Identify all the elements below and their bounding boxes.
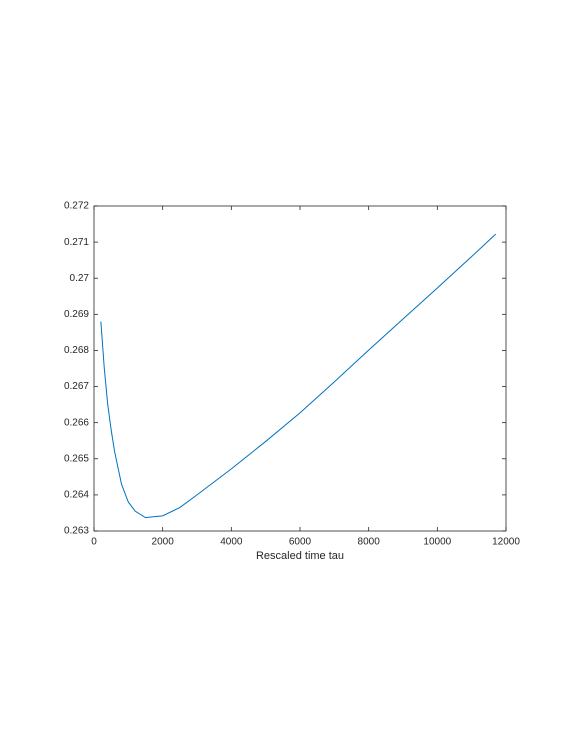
y-tick-label: 0.264 — [64, 490, 89, 501]
x-tick-label: 10000 — [423, 537, 451, 548]
x-tick-label: 4000 — [220, 537, 243, 548]
y-tick-label: 0.271 — [64, 237, 89, 248]
y-tick-label: 0.269 — [64, 309, 89, 320]
x-tick-label: 6000 — [289, 537, 312, 548]
y-tick-label: 0.27 — [70, 273, 90, 284]
y-tick-label: 0.268 — [64, 345, 89, 356]
x-axis-label: Rescaled time tau — [256, 550, 344, 562]
x-tick-label: 8000 — [358, 537, 381, 548]
y-tick-label: 0.263 — [64, 526, 89, 537]
y-tick-label: 0.272 — [64, 201, 89, 212]
y-tick-label: 0.266 — [64, 417, 89, 428]
x-tick-label: 0 — [91, 537, 97, 548]
y-tick-label: 0.265 — [64, 453, 89, 464]
y-tick-label: 0.267 — [64, 381, 89, 392]
axes-box — [93, 205, 507, 532]
x-tick-label: 2000 — [152, 537, 175, 548]
line-series — [100, 233, 497, 519]
x-tick-label: 12000 — [492, 537, 520, 548]
